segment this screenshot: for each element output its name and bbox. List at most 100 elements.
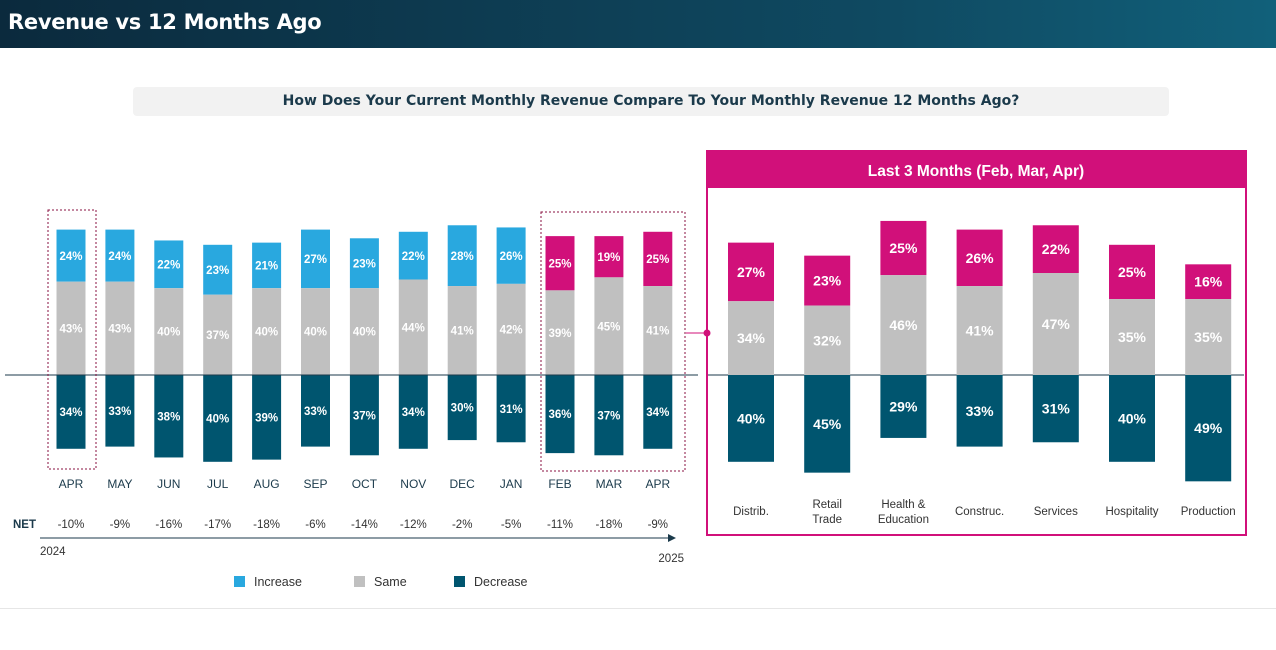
month-increase-label-4: 21% [255, 261, 278, 273]
month-increase-bar-1 [105, 229, 135, 282]
month-decrease-bar-7 [398, 375, 428, 449]
month-increase-bar-6 [349, 238, 379, 289]
industry-decrease-bar-6 [1185, 375, 1232, 482]
month-same-label-11: 45% [597, 321, 620, 333]
industry-decrease-label-1: 45% [813, 416, 842, 432]
month-same-bar-0 [56, 281, 86, 375]
net-value-2: -16% [155, 519, 182, 531]
timeline-arrow-icon [668, 534, 676, 542]
industry-increase-bar-3 [956, 229, 1003, 287]
month-decrease-label-2: 38% [157, 411, 180, 423]
month-decrease-bar-1 [105, 375, 135, 447]
month-tick-label-6: OCT [352, 477, 378, 491]
month-same-label-8: 41% [451, 326, 474, 338]
legend-swatch-decrease [454, 576, 465, 587]
highlight-box-apr-2024 [47, 209, 97, 470]
net-value-3: -17% [204, 519, 231, 531]
industry-same-label-6: 35% [1194, 329, 1223, 345]
legend-swatch-increase [234, 576, 245, 587]
month-same-label-0: 43% [59, 323, 82, 335]
month-same-label-1: 43% [108, 323, 131, 335]
month-decrease-bar-10 [545, 375, 575, 454]
net-value-11: -18% [595, 519, 622, 531]
industry-increase-label-4: 22% [1042, 241, 1071, 257]
industry-tick-label-3: Construc. [955, 506, 1004, 518]
industry-decrease-label-2: 29% [889, 399, 918, 415]
industry-same-bar-0 [728, 301, 774, 375]
month-tick-label-11: MAR [596, 477, 623, 491]
industry-same-label-1: 32% [813, 332, 842, 348]
industry-same-bar-6 [1185, 299, 1232, 375]
month-increase-bar-5 [301, 229, 330, 289]
question-banner: How Does Your Current Monthly Revenue Co… [133, 87, 1169, 116]
month-increase-label-1: 24% [108, 251, 131, 263]
month-increase-bar-8 [447, 225, 477, 287]
month-tick-label-0: APR [59, 477, 84, 491]
industry-tick-label-1: Retail Trade [812, 499, 842, 526]
month-decrease-bar-8 [447, 375, 477, 441]
month-same-bar-12 [643, 286, 673, 375]
month-same-label-7: 44% [402, 322, 425, 334]
month-increase-label-3: 23% [206, 265, 229, 277]
industry-same-label-2: 46% [889, 317, 918, 333]
month-decrease-label-12: 34% [646, 407, 669, 419]
month-tick-label-4: AUG [254, 477, 280, 491]
month-decrease-label-1: 33% [108, 406, 131, 418]
page-header: Revenue vs 12 Months Ago [0, 0, 1276, 48]
month-decrease-label-9: 31% [500, 404, 523, 416]
industry-decrease-label-4: 31% [1042, 401, 1071, 417]
month-decrease-label-3: 40% [206, 414, 229, 426]
net-value-10: -11% [547, 519, 573, 531]
month-tick-label-8: DEC [450, 477, 476, 491]
legend-swatch-same [354, 576, 365, 587]
industry-tick-label-6: Production [1181, 506, 1236, 518]
industry-decrease-label-3: 33% [966, 403, 995, 419]
month-decrease-label-6: 37% [353, 410, 376, 422]
month-tick-label-10: FEB [548, 477, 571, 491]
month-tick-label-9: JAN [500, 477, 523, 491]
month-increase-label-5: 27% [304, 254, 327, 266]
industry-increase-label-3: 26% [966, 250, 995, 266]
industry-decrease-bar-1 [804, 375, 851, 473]
month-increase-bar-7 [398, 231, 428, 280]
panel-connector-dot [703, 329, 711, 337]
industry-increase-label-1: 23% [813, 273, 842, 289]
month-increase-label-11: 19% [597, 252, 620, 264]
month-decrease-label-8: 30% [451, 403, 474, 415]
month-decrease-bar-11 [594, 375, 624, 456]
month-same-label-12: 41% [646, 326, 669, 338]
month-tick-label-12: APR [645, 477, 670, 491]
net-label: NET [13, 519, 36, 531]
month-decrease-label-7: 34% [402, 407, 425, 419]
month-increase-bar-12 [643, 231, 673, 287]
month-increase-bar-4 [252, 242, 282, 289]
month-decrease-bar-0 [56, 375, 86, 449]
month-increase-label-2: 22% [157, 259, 180, 271]
industry-panel-header [706, 150, 1247, 188]
month-same-bar-2 [154, 288, 184, 375]
industry-increase-bar-6 [1185, 264, 1232, 300]
month-same-label-10: 39% [548, 328, 571, 340]
month-increase-bar-11 [594, 236, 624, 278]
industry-same-bar-4 [1032, 273, 1079, 375]
month-same-label-9: 42% [500, 325, 523, 337]
month-same-bar-6 [349, 288, 379, 375]
month-decrease-bar-5 [301, 375, 330, 447]
month-increase-label-6: 23% [353, 258, 376, 270]
industry-increase-bar-1 [804, 255, 851, 306]
month-same-bar-10 [545, 290, 575, 375]
industry-decrease-bar-3 [956, 375, 1003, 447]
month-increase-label-7: 22% [402, 251, 425, 263]
net-value-12: -9% [648, 519, 668, 531]
legend-label-increase: Increase [254, 575, 302, 589]
legend-label-same: Same [374, 575, 407, 589]
month-increase-bar-0 [56, 229, 86, 282]
month-increase-bar-3 [203, 244, 233, 295]
month-same-bar-5 [301, 288, 330, 375]
footer-divider [0, 608, 1276, 609]
industry-increase-bar-5 [1109, 244, 1155, 300]
month-increase-label-10: 25% [548, 258, 571, 270]
month-same-bar-8 [447, 286, 477, 375]
net-value-5: -6% [305, 519, 325, 531]
